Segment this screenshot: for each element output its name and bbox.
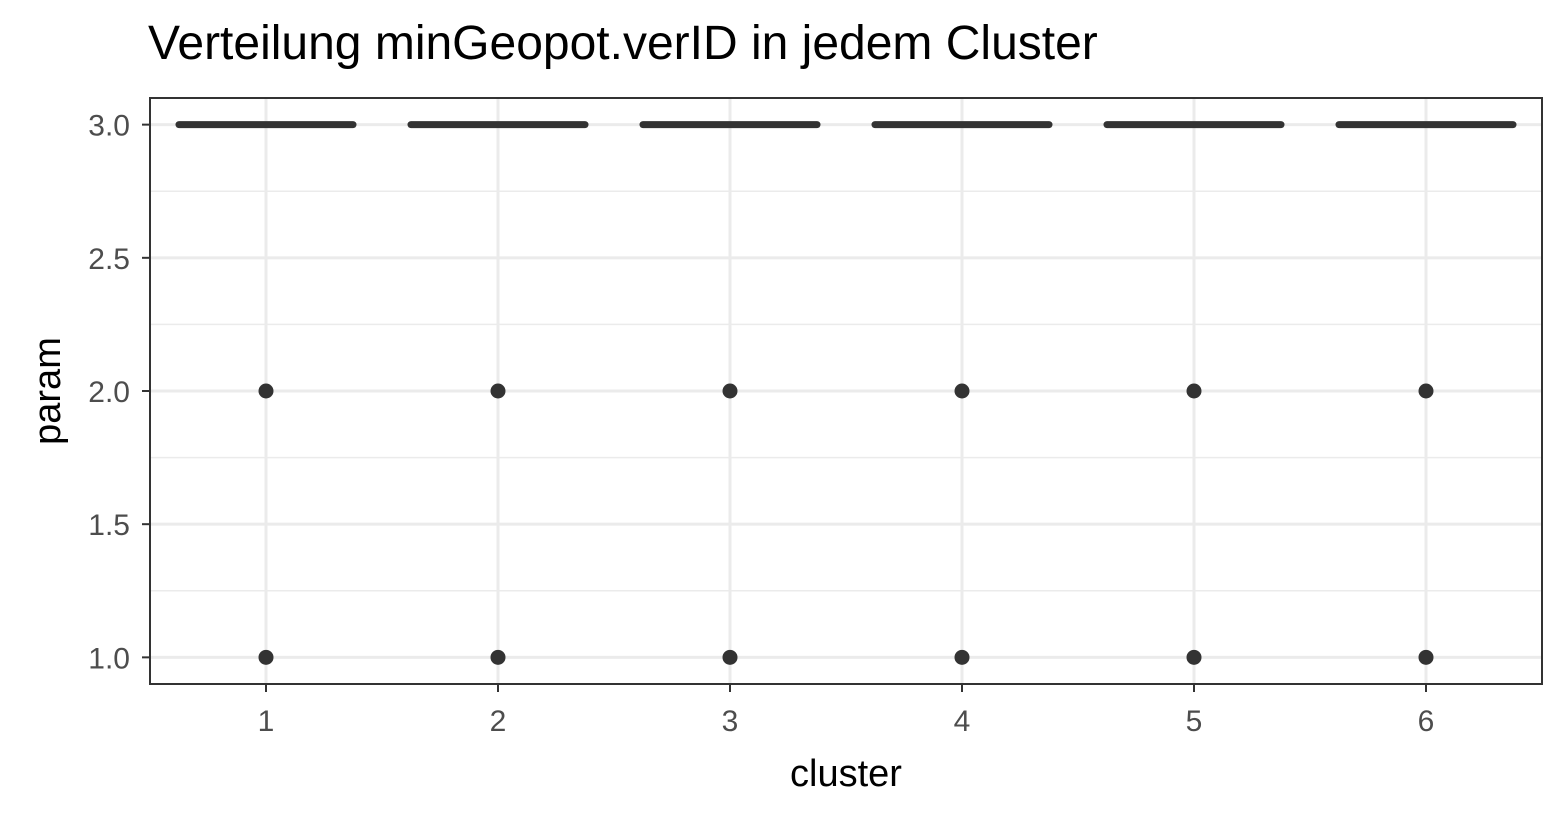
outlier-point — [1186, 649, 1202, 665]
outlier-point — [490, 383, 506, 399]
outlier-point — [1418, 649, 1434, 665]
outlier-point — [954, 383, 970, 399]
y-tick-label: 1.0 — [88, 642, 130, 675]
marks-layer — [175, 121, 1517, 665]
x-tick-label: 4 — [954, 705, 971, 738]
x-tick-label: 3 — [722, 705, 739, 738]
grid-layer — [150, 98, 1542, 684]
outlier-point — [1186, 383, 1202, 399]
x-axis-title: cluster — [790, 753, 902, 795]
y-axis-title: param — [27, 337, 69, 445]
x-tick-label: 5 — [1186, 705, 1203, 738]
x-tick-label: 1 — [258, 705, 275, 738]
outlier-point — [258, 649, 274, 665]
outlier-point — [258, 383, 274, 399]
y-tick-label: 2.0 — [88, 376, 130, 409]
x-tick-label: 6 — [1418, 705, 1435, 738]
outlier-point — [954, 649, 970, 665]
outlier-point — [722, 649, 738, 665]
chart-title: Verteilung minGeopot.verID in jedem Clus… — [148, 17, 1098, 70]
outlier-point — [1418, 383, 1434, 399]
x-tick-label: 2 — [490, 705, 507, 738]
outlier-point — [490, 649, 506, 665]
y-tick-label: 3.0 — [88, 110, 130, 143]
y-tick-label: 2.5 — [88, 243, 130, 276]
y-tick-label: 1.5 — [88, 509, 130, 542]
outlier-point — [722, 383, 738, 399]
axis-layer: 1.0 1.5 2.0 2.5 3.0 1 2 3 4 5 6 — [88, 110, 1434, 738]
